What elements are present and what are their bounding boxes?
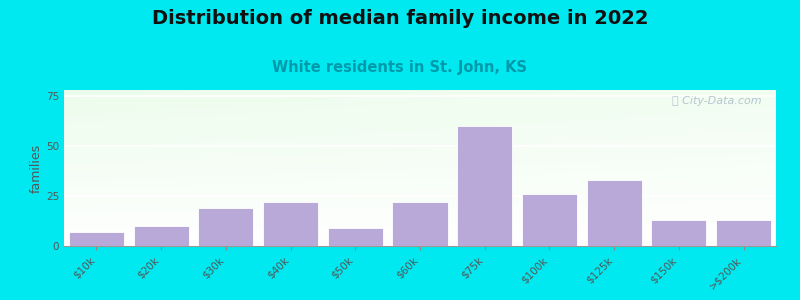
Text: White residents in St. John, KS: White residents in St. John, KS [273, 60, 527, 75]
Text: ⓘ City-Data.com: ⓘ City-Data.com [672, 96, 762, 106]
Bar [586, 180, 642, 246]
Bar [328, 228, 382, 246]
Bar [522, 194, 577, 246]
Bar [134, 226, 189, 246]
Text: Distribution of median family income in 2022: Distribution of median family income in … [152, 9, 648, 28]
Bar [393, 202, 447, 246]
Bar [651, 220, 706, 246]
Bar [716, 220, 771, 246]
Bar [69, 232, 124, 246]
Bar [198, 208, 254, 246]
Y-axis label: families: families [30, 143, 43, 193]
Bar [263, 202, 318, 246]
Bar [458, 126, 512, 246]
